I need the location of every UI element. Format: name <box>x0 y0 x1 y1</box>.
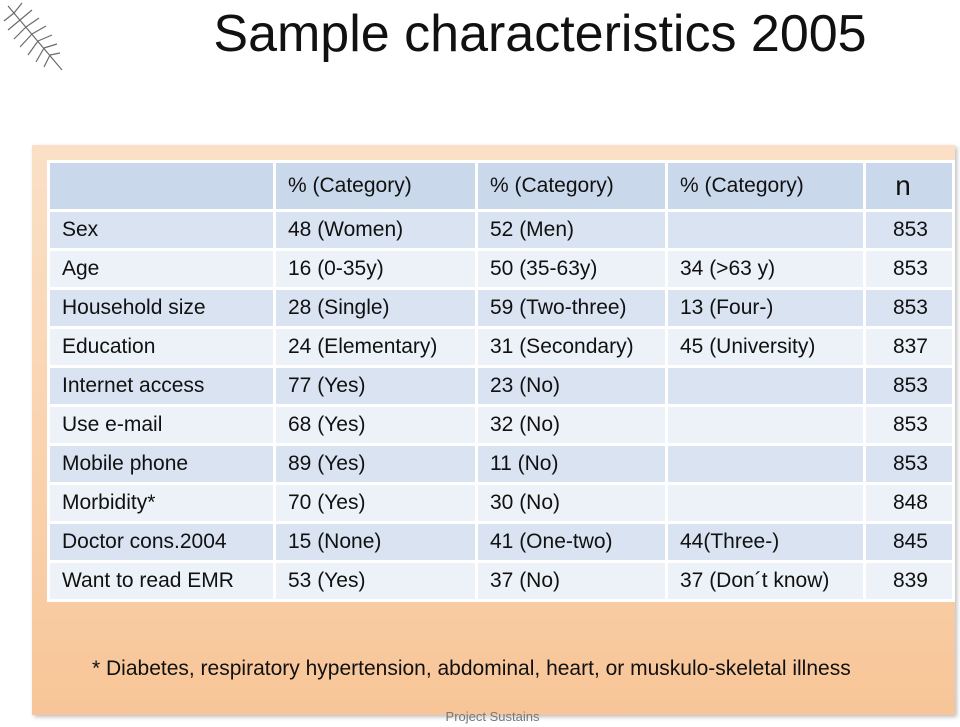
table-row: Use e-mail 68 (Yes) 32 (No) 853 <box>47 404 955 446</box>
table-row: Education 24 (Elementary) 31 (Secondary) 45… <box>47 326 955 368</box>
table-cell: 44(Three-) <box>665 521 866 563</box>
table-cell: Want to read EMR <box>47 560 276 602</box>
table-cell: 853 <box>863 209 955 251</box>
table-cell: 11 (No) <box>475 443 668 485</box>
footer: Project Sustains <box>445 709 540 724</box>
table-cell: 59 (Two-three) <box>475 287 668 329</box>
table-cell: Sex <box>47 209 276 251</box>
table-cell: 48 (Women) <box>273 209 478 251</box>
table-cell: 37 (No) <box>475 560 668 602</box>
table-cell: 89 (Yes) <box>273 443 478 485</box>
table-cell: 31 (Secondary) <box>475 326 668 368</box>
table-cell: 37 (Don´t know) <box>665 560 866 602</box>
table-cell: 77 (Yes) <box>273 365 478 407</box>
footnote: * Diabetes, respiratory hypertension, ab… <box>92 657 851 680</box>
table-cell <box>665 365 866 407</box>
table-cell: 13 (Four-) <box>665 287 866 329</box>
table-cell: Morbidity* <box>47 482 276 524</box>
table-cell: Internet access <box>47 365 276 407</box>
table-cell: Doctor cons.2004 <box>47 521 276 563</box>
table-row: Doctor cons.2004 15 (None) 41 (One-two) 44(… <box>47 521 955 563</box>
table-cell: % (Category) <box>273 160 478 212</box>
table-cell: 853 <box>863 365 955 407</box>
table-cell: 50 (35-63y) <box>475 248 668 290</box>
table-cell: 70 (Yes) <box>273 482 478 524</box>
table-cell: 845 <box>863 521 955 563</box>
table-cell: 853 <box>863 443 955 485</box>
table-cell <box>665 404 866 446</box>
table-cell: n <box>863 160 955 212</box>
table-cell: 45 (University) <box>665 326 866 368</box>
table-cell: 15 (None) <box>273 521 478 563</box>
slide-title: Sample characteristics 2005 <box>213 5 867 63</box>
table-cell: Use e-mail <box>47 404 276 446</box>
table-row: Internet access 77 (Yes) 23 (No) 853 <box>47 365 955 407</box>
table-cell: Mobile phone <box>47 443 276 485</box>
pine-icon <box>3 2 63 71</box>
table-row: % (Category)% (Category)% (Category) n <box>47 160 955 212</box>
table: % (Category)% (Category)% (Category) n Sex… <box>47 160 955 602</box>
table-cell: 837 <box>863 326 955 368</box>
table-cell: 30 (No) <box>475 482 668 524</box>
table-cell: 68 (Yes) <box>273 404 478 446</box>
table-cell: Age <box>47 248 276 290</box>
table-cell: 853 <box>863 248 955 290</box>
table-cell: Household size <box>47 287 276 329</box>
table-cell <box>665 482 866 524</box>
table-cell <box>47 160 276 212</box>
table-cell: 32 (No) <box>475 404 668 446</box>
table-cell: 839 <box>863 560 955 602</box>
table-cell <box>665 209 866 251</box>
table-cell: 28 (Single) <box>273 287 478 329</box>
table-cell: 24 (Elementary) <box>273 326 478 368</box>
table-cell: 23 (No) <box>475 365 668 407</box>
table-cell: 53 (Yes) <box>273 560 478 602</box>
table-row: Morbidity* 70 (Yes) 30 (No) 848 <box>47 482 955 524</box>
table-cell: % (Category) <box>665 160 866 212</box>
table-cell: 853 <box>863 287 955 329</box>
table-row: Sex 48 (Women) 52 (Men) 853 <box>47 209 955 251</box>
table-row: Mobile phone 89 (Yes) 11 (No) 853 <box>47 443 955 485</box>
table-row: Age 16 (0-35y) 50 (35-63y) 34 (>63 y) 853 <box>47 248 955 290</box>
table-cell: 41 (One-two) <box>475 521 668 563</box>
table-cell: 853 <box>863 404 955 446</box>
table-cell: Education <box>47 326 276 368</box>
table-cell: 16 (0-35y) <box>273 248 478 290</box>
table-cell: 52 (Men) <box>475 209 668 251</box>
table-cell: % (Category) <box>475 160 668 212</box>
table-cell: 848 <box>863 482 955 524</box>
table-cell: 34 (>63 y) <box>665 248 866 290</box>
table-row: Want to read EMR 53 (Yes) 37 (No) 37 (Don´t… <box>47 560 955 602</box>
table-row: Household size 28 (Single) 59 (Two-three) 1… <box>47 287 955 329</box>
table-cell <box>665 443 866 485</box>
